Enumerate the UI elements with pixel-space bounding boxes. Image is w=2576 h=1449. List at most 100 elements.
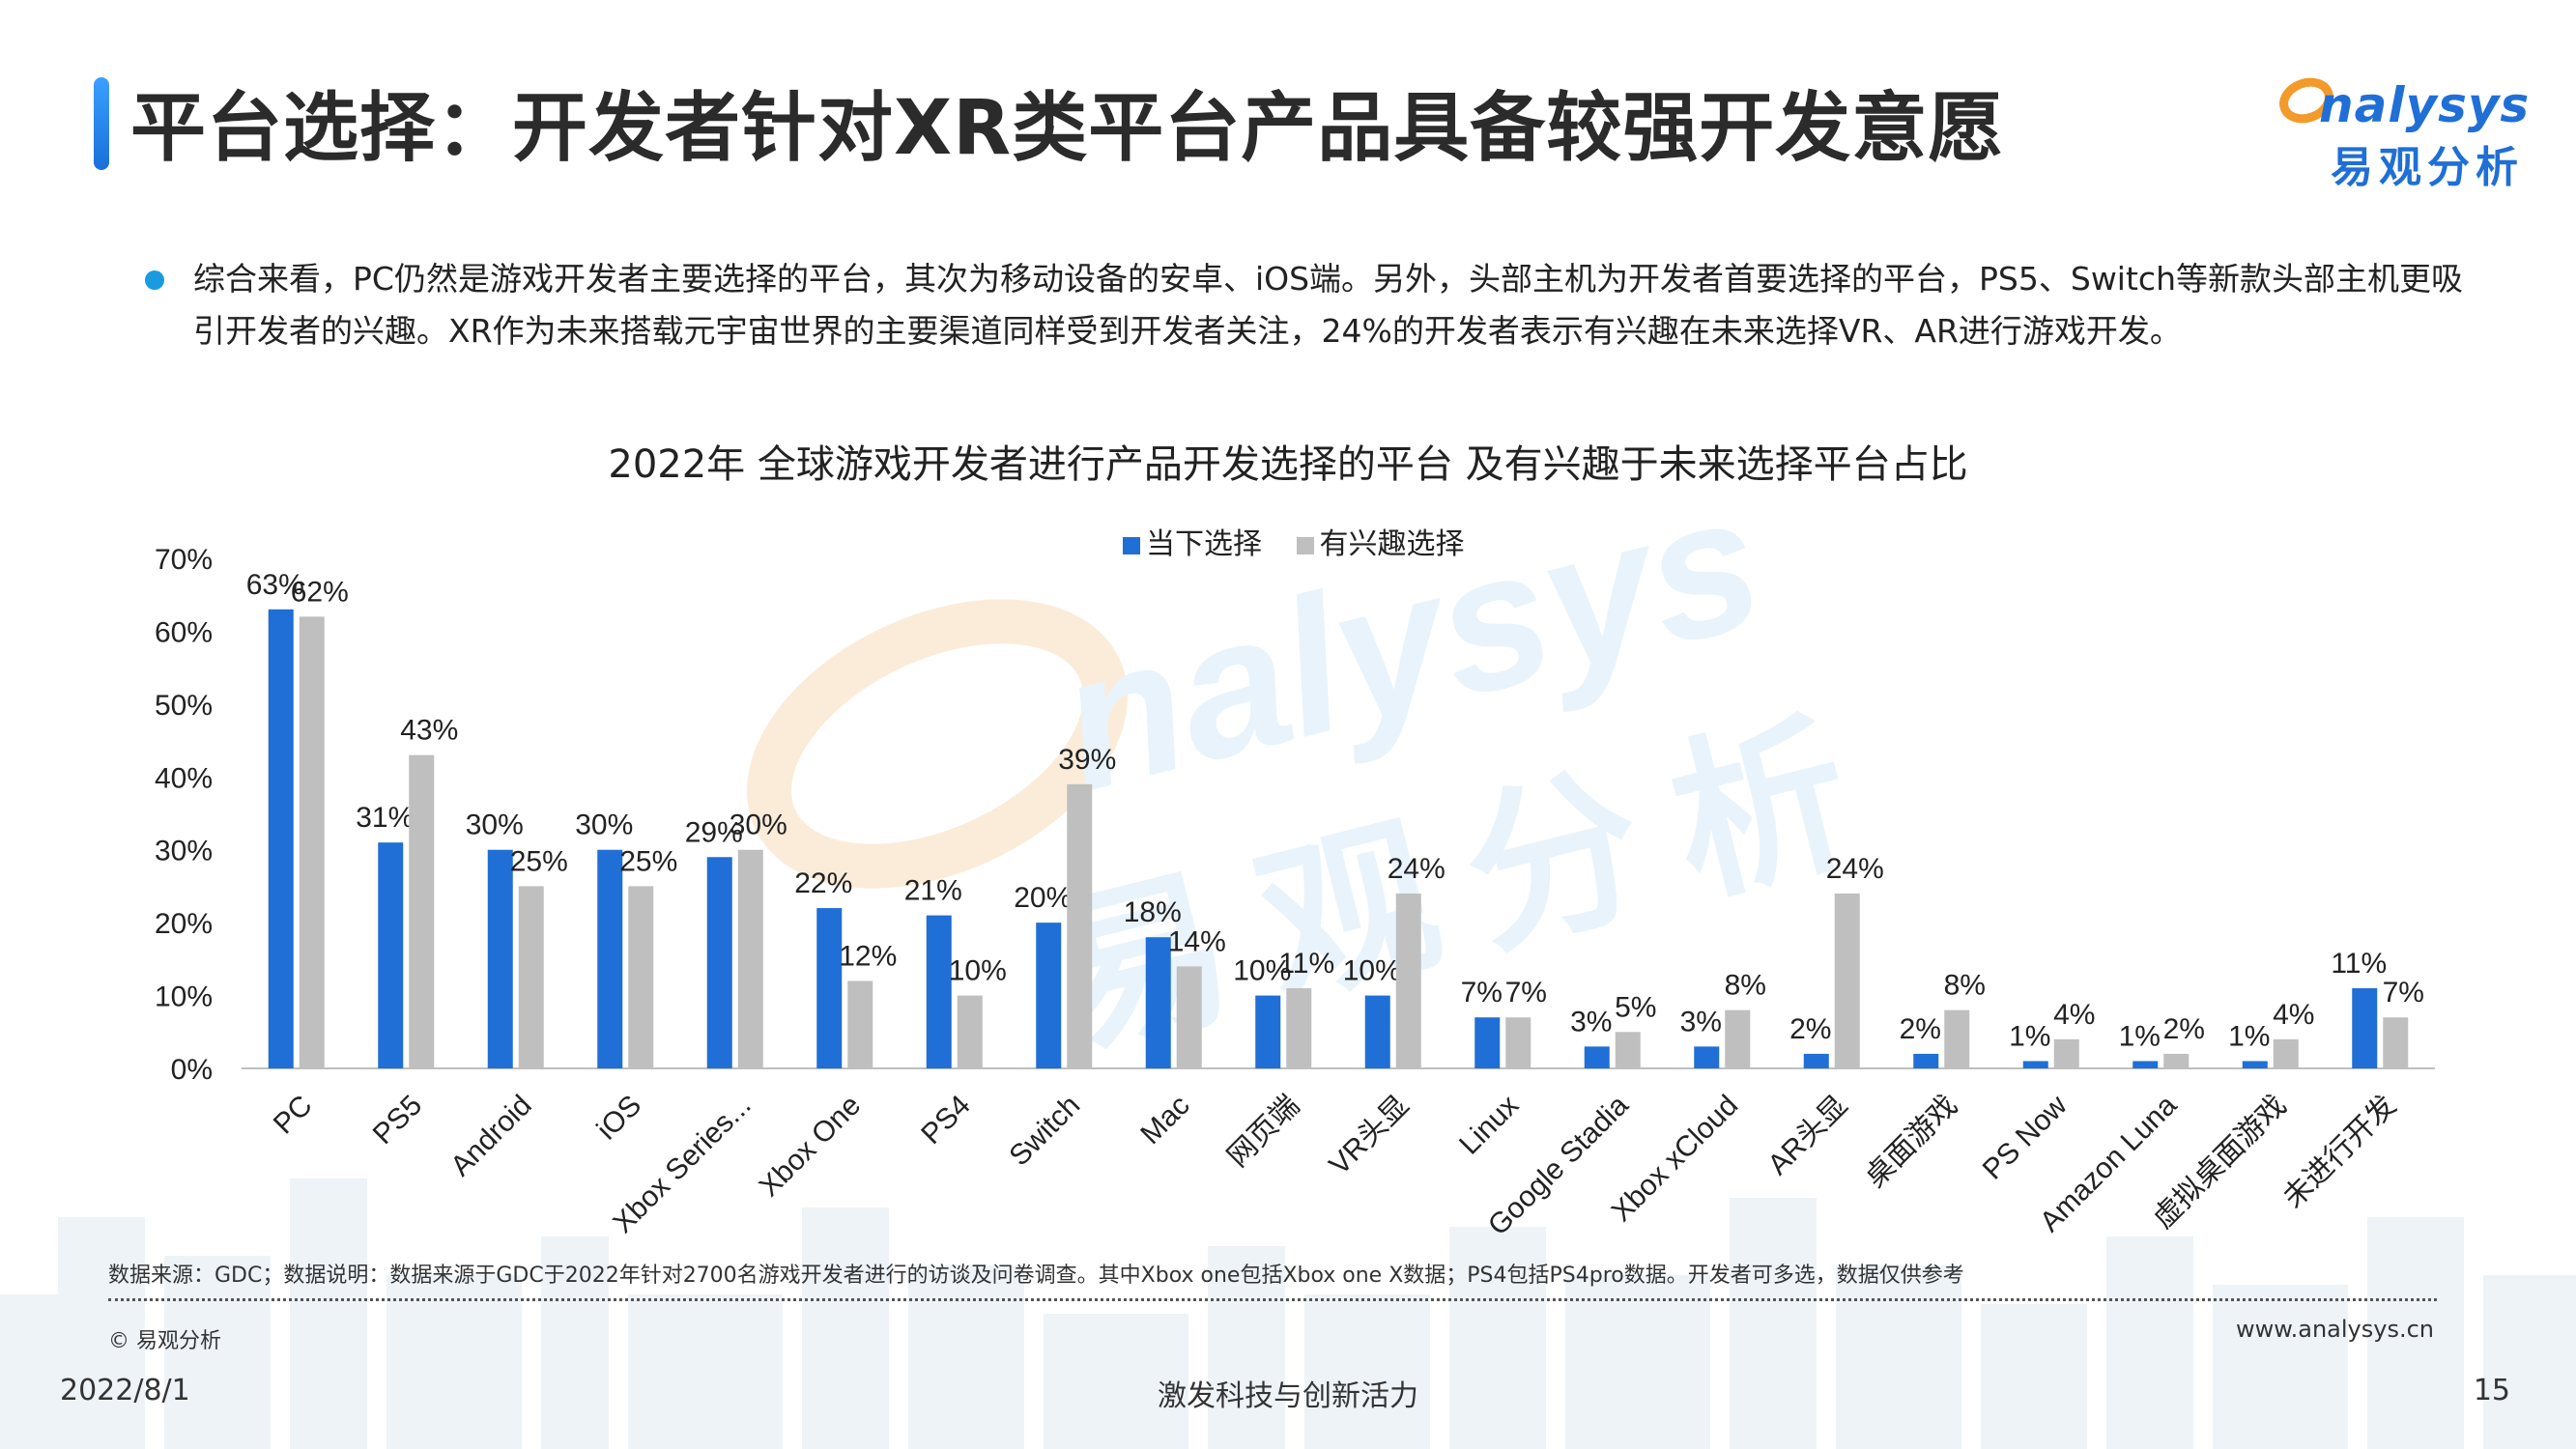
x-tick-label: Android <box>444 1090 537 1182</box>
x-tick-label: Switch <box>1003 1090 1086 1173</box>
bar-interest-selection <box>957 995 983 1068</box>
analysys-logo-icon <box>2279 77 2333 124</box>
data-label-interest: 39% <box>1058 744 1116 776</box>
bar-interest-selection <box>2053 1038 2079 1068</box>
x-tick-label: Xbox One <box>754 1090 868 1204</box>
data-label-interest: 30% <box>730 810 787 841</box>
legend-label-interest: 有兴趣选择 <box>1319 527 1465 561</box>
city-skyline-background <box>0 1179 2576 1449</box>
data-label-interest: 4% <box>2053 999 2095 1031</box>
bar-interest-selection <box>1725 1009 1751 1068</box>
footer-divider <box>108 1298 2437 1301</box>
y-tick-label: 60% <box>155 616 213 648</box>
x-tick-label: PS5 <box>367 1090 428 1151</box>
y-tick-label: 10% <box>155 981 213 1013</box>
page-title: 平台选择：开发者针对XR类平台产品具备较强开发意愿 <box>130 85 2005 172</box>
bar-current-selection <box>1036 923 1062 1068</box>
bar-current-selection <box>2022 1061 2048 1068</box>
data-label-interest: 10% <box>949 955 1007 987</box>
data-label-current: 30% <box>466 810 524 841</box>
data-label-interest: 8% <box>1944 970 1986 1002</box>
data-label-interest: 5% <box>1615 991 1656 1023</box>
y-tick-label: 50% <box>155 690 213 722</box>
data-label-current: 1% <box>2228 1020 2270 1052</box>
legend-item-current: 当下选择 <box>1123 520 1262 562</box>
x-tick-label: Mac <box>1134 1090 1195 1151</box>
bar-interest-selection <box>1395 893 1421 1068</box>
data-label-current: 11% <box>2331 948 2387 980</box>
bar-current-selection <box>2242 1061 2268 1068</box>
data-label-interest: 4% <box>2273 999 2314 1031</box>
data-label-current: 7% <box>1461 977 1503 1009</box>
data-label-interest: 2% <box>2163 1013 2205 1045</box>
data-label-interest: 7% <box>1505 977 1547 1009</box>
data-label-current: 1% <box>2119 1020 2161 1052</box>
y-tick-label: 0% <box>171 1054 213 1086</box>
bar-interest-selection <box>1286 988 1312 1068</box>
x-tick-label: PS Now <box>1977 1089 2074 1185</box>
bar-current-selection <box>1364 995 1390 1068</box>
data-label-interest: 12% <box>839 940 897 972</box>
data-label-interest: 24% <box>1388 853 1445 885</box>
x-tick-label: iOS <box>590 1090 647 1147</box>
bar-interest-selection <box>1505 1017 1531 1068</box>
bar-current-selection <box>597 849 623 1068</box>
x-tick-label: AR头显 <box>1761 1090 1853 1181</box>
logo-chinese: 易观分析 <box>2331 143 2524 192</box>
bar-interest-selection <box>1615 1032 1641 1068</box>
legend-label-current: 当下选择 <box>1146 527 1262 561</box>
data-label-interest: 24% <box>1826 853 1884 885</box>
data-label-current: 18% <box>1124 896 1182 928</box>
legend-item-interest: 有兴趣选择 <box>1296 520 1465 562</box>
bar-interest-selection <box>1176 966 1202 1068</box>
data-label-current: 3% <box>1680 1006 1722 1037</box>
y-tick-label: 40% <box>155 762 213 794</box>
data-label-current: 3% <box>1570 1006 1612 1037</box>
data-label-current: 63% <box>246 569 304 601</box>
bar-current-selection <box>378 842 404 1068</box>
bar-interest-selection <box>299 616 325 1068</box>
data-label-current: 20% <box>1014 882 1072 914</box>
data-label-interest: 11% <box>1278 948 1334 980</box>
data-label-current: 1% <box>2009 1020 2050 1052</box>
copyright: © 易观分析 <box>108 1329 221 1353</box>
data-label-interest: 62% <box>291 576 349 608</box>
data-label-current: 22% <box>794 867 852 899</box>
y-tick-label: 70% <box>155 544 213 576</box>
bar-interest-selection <box>409 754 435 1068</box>
logo-text: nalysys <box>2319 77 2531 133</box>
legend-swatch-interest <box>1296 536 1314 554</box>
x-tick-label: PS4 <box>915 1090 976 1151</box>
bar-current-selection <box>1255 995 1281 1068</box>
bar-current-selection <box>706 857 732 1068</box>
data-label-current: 2% <box>1900 1013 1941 1045</box>
data-label-interest: 8% <box>1725 970 1766 1002</box>
x-tick-label: PC <box>268 1090 319 1141</box>
chart-title: 2022年 全球游戏开发者进行产品开发选择的平台 及有兴趣于未来选择平台占比 <box>608 442 1968 487</box>
bar-current-selection <box>816 908 843 1068</box>
data-label-current: 31% <box>356 802 414 834</box>
data-source-note: 数据来源：GDC；数据说明：数据来源于GDC于2022年针对2700名游戏开发者… <box>108 1264 1964 1288</box>
bar-current-selection <box>1694 1046 1720 1068</box>
bar-current-selection <box>1584 1046 1610 1068</box>
bullet-dot <box>145 270 164 290</box>
legend-swatch-current <box>1123 536 1140 554</box>
data-label-current: 2% <box>1789 1013 1831 1045</box>
x-tick-label: VR头显 <box>1323 1090 1415 1181</box>
website-link[interactable]: www.analysys.cn <box>2235 1316 2434 1343</box>
y-tick-label: 30% <box>155 836 213 867</box>
data-label-interest: 14% <box>1168 925 1226 957</box>
bar-interest-selection <box>518 886 544 1068</box>
report-date: 2022/8/1 <box>60 1374 190 1407</box>
summary-text: 综合来看，PC仍然是游戏开发者主要选择的平台，其次为移动设备的安卓、iOS端。另… <box>193 260 2463 350</box>
bar-current-selection <box>1803 1053 1829 1068</box>
data-label-current: 10% <box>1233 955 1291 987</box>
bar-current-selection <box>268 609 294 1068</box>
bar-current-selection <box>2352 988 2378 1068</box>
data-label-current: 21% <box>904 875 962 907</box>
title-accent-bar <box>94 77 109 170</box>
bar-current-selection <box>1474 1017 1501 1068</box>
x-tick-label: 未进行开发 <box>2277 1090 2402 1214</box>
bar-current-selection <box>926 915 952 1068</box>
